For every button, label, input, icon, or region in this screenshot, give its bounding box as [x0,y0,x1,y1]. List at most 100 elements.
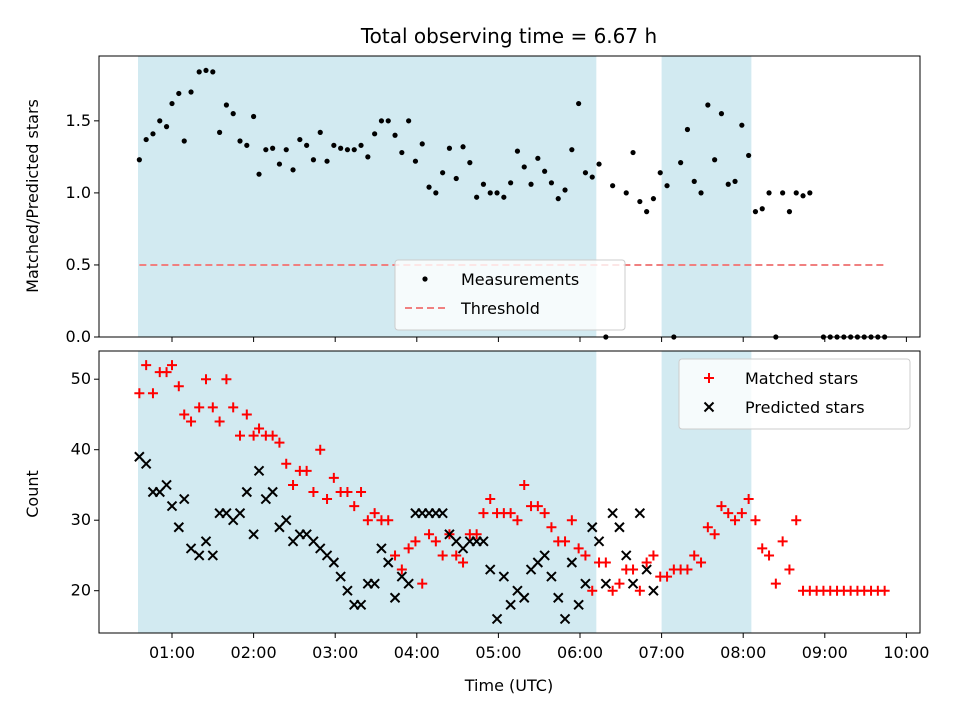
measurement-point [297,136,303,143]
matched-star-point [417,578,428,589]
measurement-point [351,147,357,153]
matched-star-point [471,529,482,540]
matched-star-point [702,522,713,533]
measurement-point [712,157,718,163]
predicted-star-point [376,543,387,554]
measurement-point [664,183,670,189]
measurement-point [474,194,480,200]
predicted-star-point [627,578,639,589]
predicted-star-point [573,599,584,611]
measurement-point [569,147,575,153]
predicted-star-point [166,500,178,512]
measurement-point [576,100,582,107]
measurement-point [237,138,243,144]
measurement-point [283,147,289,153]
matched-star-point [770,578,781,589]
matched-star-point [288,479,299,490]
predicted-star-point [600,578,612,589]
matched-star-point [532,501,543,512]
measurement-point [535,155,541,161]
measurement-point [338,145,344,151]
measurement-point [446,145,453,151]
predicted-star-point [614,522,625,533]
matched-star-point [723,508,734,519]
predicted-star-point [248,529,259,540]
measurement-point [691,178,697,184]
predicted-star-point [355,599,367,611]
measurement-point [759,206,765,212]
predicted-star-point [403,578,414,589]
measurement-point [732,178,738,184]
matched-star-point [730,515,741,526]
matched-star-point [248,430,259,441]
predicted-star-point [437,507,448,519]
measurement-point [358,142,364,148]
matched-star-point [134,388,145,399]
matched-star-point [451,550,462,561]
bottom-y-tick-label: 30 [71,510,91,529]
matched-star-point [614,578,625,589]
matched-star-point [161,367,172,378]
predicted-star-point [607,507,618,519]
legend-predicted-marker [703,401,715,413]
measurement-point [290,167,296,173]
matched-star-point [410,536,421,547]
measurement-point [542,168,548,174]
measurement-point [157,118,163,124]
matched-star-point [437,550,448,561]
matched-star-point [716,501,727,512]
matched-star-point [201,374,211,385]
ratio-panel: 0.0 0.5 1.0 1.5 Measurements Threshold [66,55,921,346]
matched-star-point [430,536,441,547]
measurement-point [501,194,507,200]
measurement-point [419,141,425,147]
measurement-point [725,181,731,187]
matched-star-point [791,515,802,526]
matched-star-point [167,360,177,371]
matched-star-point [424,529,435,540]
measurement-point [372,131,378,137]
predicted-star-point [140,458,152,470]
matched-star-point [356,487,367,497]
measurement-point [203,67,209,74]
predicted-star-point [566,557,578,568]
predicted-star-point [621,550,632,561]
measurement-point [562,187,568,193]
matched-star-point [141,360,152,371]
matched-star-point [764,550,775,561]
predicted-star-point [389,592,401,603]
predicted-star-point [478,536,489,547]
predicted-star-point [241,486,253,498]
legend-matched-marker [704,373,714,383]
matched-star-point [784,564,795,575]
matched-star-point [396,564,407,575]
predicted-star-point [648,585,659,596]
measurement-point [698,190,704,196]
measurement-point [276,161,283,167]
top-observing-interval-2 [661,56,752,337]
x-tick-label: 05:00 [475,643,521,662]
matched-star-point [566,515,577,526]
matched-star-point [254,423,265,434]
matched-star-point [485,494,496,505]
matched-star-point [179,409,190,420]
measurement-point [766,190,772,196]
matched-star-point [369,508,380,519]
measurement-point [196,69,202,75]
measurement-point [310,157,317,163]
predicted-star-point [193,550,205,561]
measurement-point [230,111,236,117]
matched-star-point [709,529,720,540]
top-y-axis-label: Matched/Predicted stars [23,99,42,293]
matched-star-point [628,564,639,575]
predicted-star-point [519,592,530,603]
matched-star-point [662,571,673,582]
measurement-point [528,181,534,187]
matched-star-point [147,388,158,399]
bottom-y-tick-label: 40 [71,440,91,459]
legend-measurements-marker [422,276,428,282]
predicted-star-point [207,550,219,561]
x-tick-label: 01:00 [149,643,195,662]
matched-star-point [512,515,523,526]
matched-star-point [587,585,598,596]
